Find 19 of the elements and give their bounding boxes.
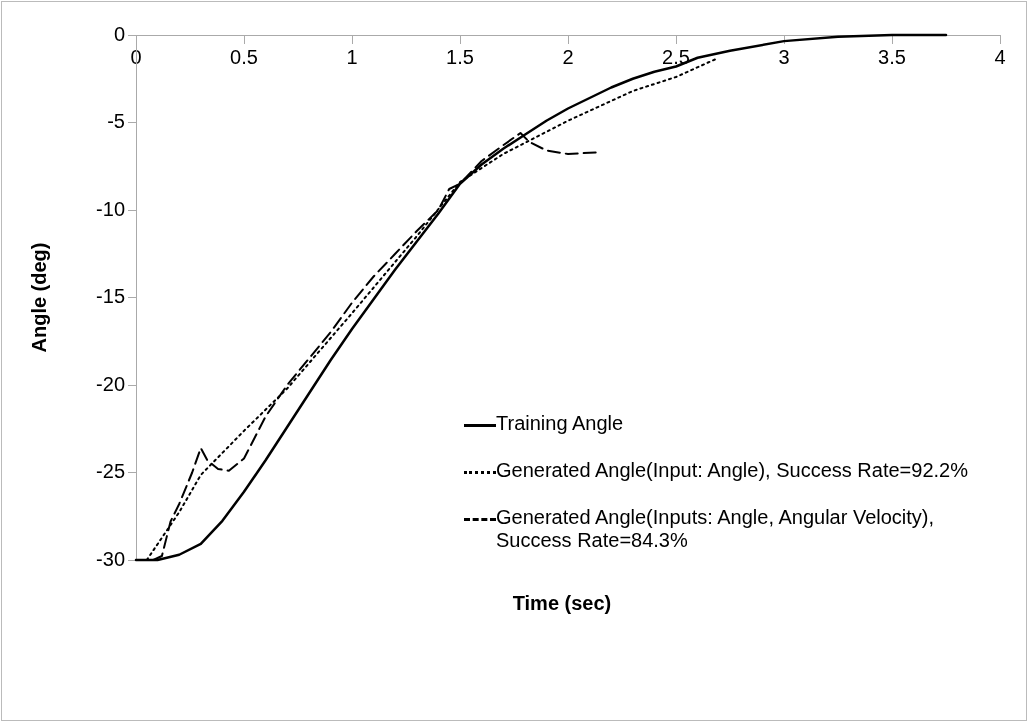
x-tick-label: 2 (562, 45, 574, 68)
x-tick-label: 3.5 (878, 45, 906, 68)
legend-label: Training Angle (496, 412, 624, 435)
y-tick-label: 0 (113, 22, 125, 45)
x-tick-label: 0.5 (230, 45, 258, 68)
x-tick-label: 1 (346, 45, 358, 68)
y-axis-title: Angle (deg) (27, 242, 50, 353)
x-tick-label: 4 (994, 45, 1006, 68)
y-tick-label: -25 (96, 460, 125, 483)
x-axis-title: Time (sec) (511, 592, 613, 615)
y-tick-label: -5 (107, 110, 125, 133)
x-tick-label: 1.5 (446, 45, 474, 68)
y-tick-label: -20 (96, 372, 125, 395)
y-tick-label: -30 (96, 547, 125, 570)
legend-label: Generated Angle(Input: Angle), Success Rate=92.2% (496, 459, 968, 482)
y-tick-label: -15 (96, 285, 125, 308)
y-tick-label: -10 (96, 197, 125, 220)
x-tick-label: 3 (778, 45, 790, 68)
legend-label: Generated Angle(Inputs: Angle, Angular Velocity), Success Rate=84.3% (496, 506, 936, 552)
